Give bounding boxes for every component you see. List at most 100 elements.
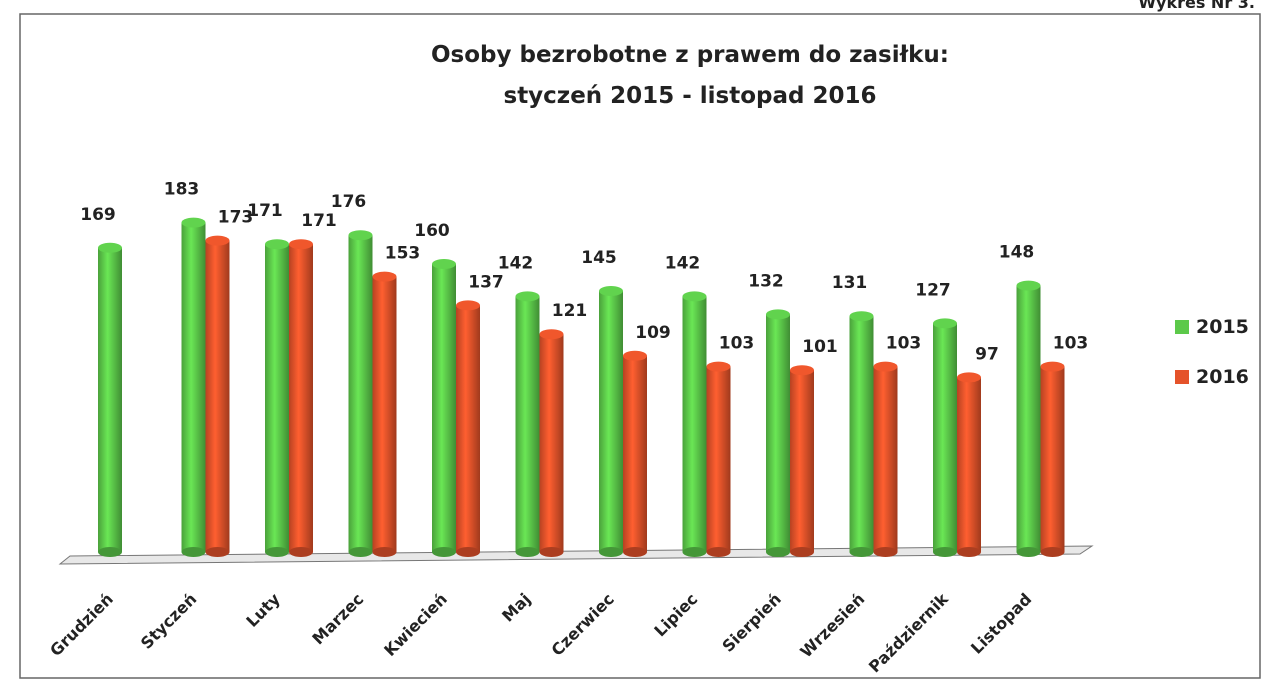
cylinder-body (432, 264, 456, 552)
cylinder-body (682, 296, 707, 552)
bar (348, 230, 373, 557)
cylinder-top (1040, 361, 1065, 372)
cylinder-body (456, 305, 480, 552)
cylinder-bottom (849, 547, 874, 557)
cylinder-bottom (1040, 547, 1065, 557)
cylinder-body (933, 323, 957, 552)
data-label: 132 (748, 271, 784, 291)
bar (456, 300, 480, 557)
cylinder-body (539, 334, 564, 552)
bar (623, 350, 647, 557)
cylinder-body (181, 222, 206, 552)
data-label: 169 (80, 205, 116, 225)
bar (790, 365, 814, 557)
cylinder-top (706, 361, 731, 372)
cylinder-bottom (682, 547, 707, 557)
bar (539, 329, 564, 557)
cylinder-top (1016, 280, 1041, 291)
data-label: 109 (635, 323, 671, 343)
data-label: 183 (164, 180, 200, 200)
bar (706, 361, 731, 557)
cylinder-body (515, 296, 540, 552)
cylinder-body (98, 247, 122, 553)
cylinder-top (289, 239, 313, 250)
cylinder-bottom (623, 547, 647, 557)
bar (289, 239, 313, 557)
cylinder-body (623, 355, 647, 552)
cylinder-top (348, 230, 373, 241)
cylinder-top (539, 329, 564, 340)
cylinder-top (849, 311, 874, 322)
cylinder-top (265, 239, 289, 250)
cylinder-top (957, 372, 981, 383)
bar (372, 271, 397, 557)
cylinder-top (456, 300, 480, 311)
cylinder-body (766, 314, 790, 552)
data-label: 173 (218, 208, 254, 228)
data-label: 142 (498, 253, 534, 273)
data-label: 137 (468, 272, 504, 292)
bar (599, 286, 623, 557)
cylinder-top (515, 291, 540, 302)
cylinder-body (372, 276, 397, 552)
cylinder-top (790, 365, 814, 376)
data-label: 171 (301, 211, 337, 231)
cylinder-top (766, 309, 790, 320)
bar (98, 242, 122, 557)
data-label: 103 (719, 334, 755, 354)
data-label: 97 (975, 344, 999, 364)
cylinder-bottom (539, 547, 564, 557)
cylinder-bottom (348, 547, 373, 557)
bar (265, 239, 289, 557)
cylinder-top (623, 350, 647, 361)
cylinder-body (289, 244, 313, 552)
cylinder-top (432, 259, 456, 269)
bar (933, 318, 957, 557)
data-label: 131 (832, 273, 868, 293)
legend-swatch (1175, 370, 1189, 384)
cylinder-body (1040, 366, 1065, 552)
data-label: 176 (331, 192, 367, 212)
cylinder-top (933, 318, 957, 329)
cylinder-top (682, 291, 707, 302)
legend-label: 2015 (1196, 316, 1249, 338)
cylinder-body (265, 244, 289, 552)
cylinder-top (205, 235, 230, 246)
bar (849, 311, 874, 557)
data-label: 103 (1053, 334, 1089, 354)
data-label: 171 (247, 201, 283, 221)
cylinder-bottom (706, 547, 731, 557)
bar (957, 372, 981, 557)
cylinder-bottom (289, 547, 313, 557)
cylinder-body (1016, 285, 1041, 552)
cylinder-bottom (456, 547, 480, 557)
figure-label: Wykres Nr 3. (1138, 0, 1255, 12)
data-label: 103 (886, 334, 922, 354)
data-label: 121 (552, 301, 588, 321)
cylinder-body (706, 366, 731, 552)
cylinder-body (790, 370, 814, 552)
legend-swatch (1175, 320, 1189, 334)
cylinder-top (372, 271, 397, 282)
cylinder-bottom (181, 547, 206, 557)
cylinder-body (957, 377, 981, 552)
data-label: 160 (414, 221, 450, 241)
cylinder-body (205, 240, 230, 552)
legend-label: 2016 (1196, 366, 1249, 388)
cylinder-top (181, 217, 206, 228)
data-label: 127 (915, 280, 951, 300)
cylinder-bottom (515, 547, 540, 557)
cylinder-bottom (265, 547, 289, 557)
cylinder-bottom (432, 547, 456, 557)
bar (1016, 280, 1041, 557)
cylinder-top (98, 242, 122, 253)
chart-title: Osoby bezrobotne z prawem do zasiłku: (431, 42, 949, 68)
bar (766, 309, 790, 557)
bar (1040, 361, 1065, 557)
cylinder-top (873, 361, 898, 372)
chart-title: styczeń 2015 - listopad 2016 (504, 83, 877, 109)
cylinder-bottom (957, 547, 981, 557)
data-label: 148 (999, 243, 1035, 263)
cylinder-bottom (1016, 547, 1041, 557)
